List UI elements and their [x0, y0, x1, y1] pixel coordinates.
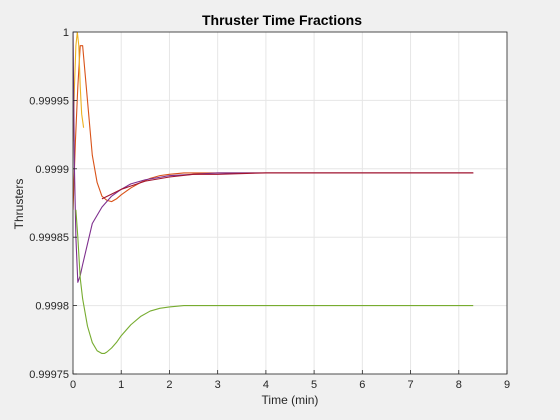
axes-box: [72, 31, 508, 375]
x-tick-label: 1: [118, 379, 124, 391]
series-layer: [73, 32, 474, 355]
x-tick-label: 7: [407, 379, 413, 391]
y-tick-label: 1: [63, 27, 69, 39]
series-line-5: [101, 172, 474, 200]
x-tick-label: 9: [504, 379, 510, 391]
x-tick-label: 3: [215, 379, 221, 391]
y-tick-label: 0.99995: [29, 95, 69, 107]
y-tick-label: 0.9998: [35, 301, 69, 313]
x-tick-label: 0: [70, 379, 76, 391]
plot-area: [73, 32, 507, 374]
x-tick-label: 5: [311, 379, 317, 391]
y-tick-label: 0.99975: [29, 369, 69, 381]
y-axis-label: Thrusters: [12, 179, 26, 230]
x-tick-label: 4: [263, 379, 269, 391]
x-tick-label: 2: [166, 379, 172, 391]
ticks: 0 1 2 3 4 5 6 7 8 9 0.99975 0.9998 0.99985 0.9999 0.99…: [29, 27, 510, 391]
chart-title: Thruster Time Fractions: [202, 12, 362, 28]
y-tick-label: 0.99985: [29, 232, 69, 244]
y-tick-label: 0.9999: [35, 164, 69, 176]
x-tick-label: 8: [456, 379, 462, 391]
x-axis-label: Time (min): [262, 393, 319, 407]
series-line-2: [73, 32, 85, 142]
x-tick-label: 6: [359, 379, 365, 391]
series-line-4: [75, 209, 474, 355]
